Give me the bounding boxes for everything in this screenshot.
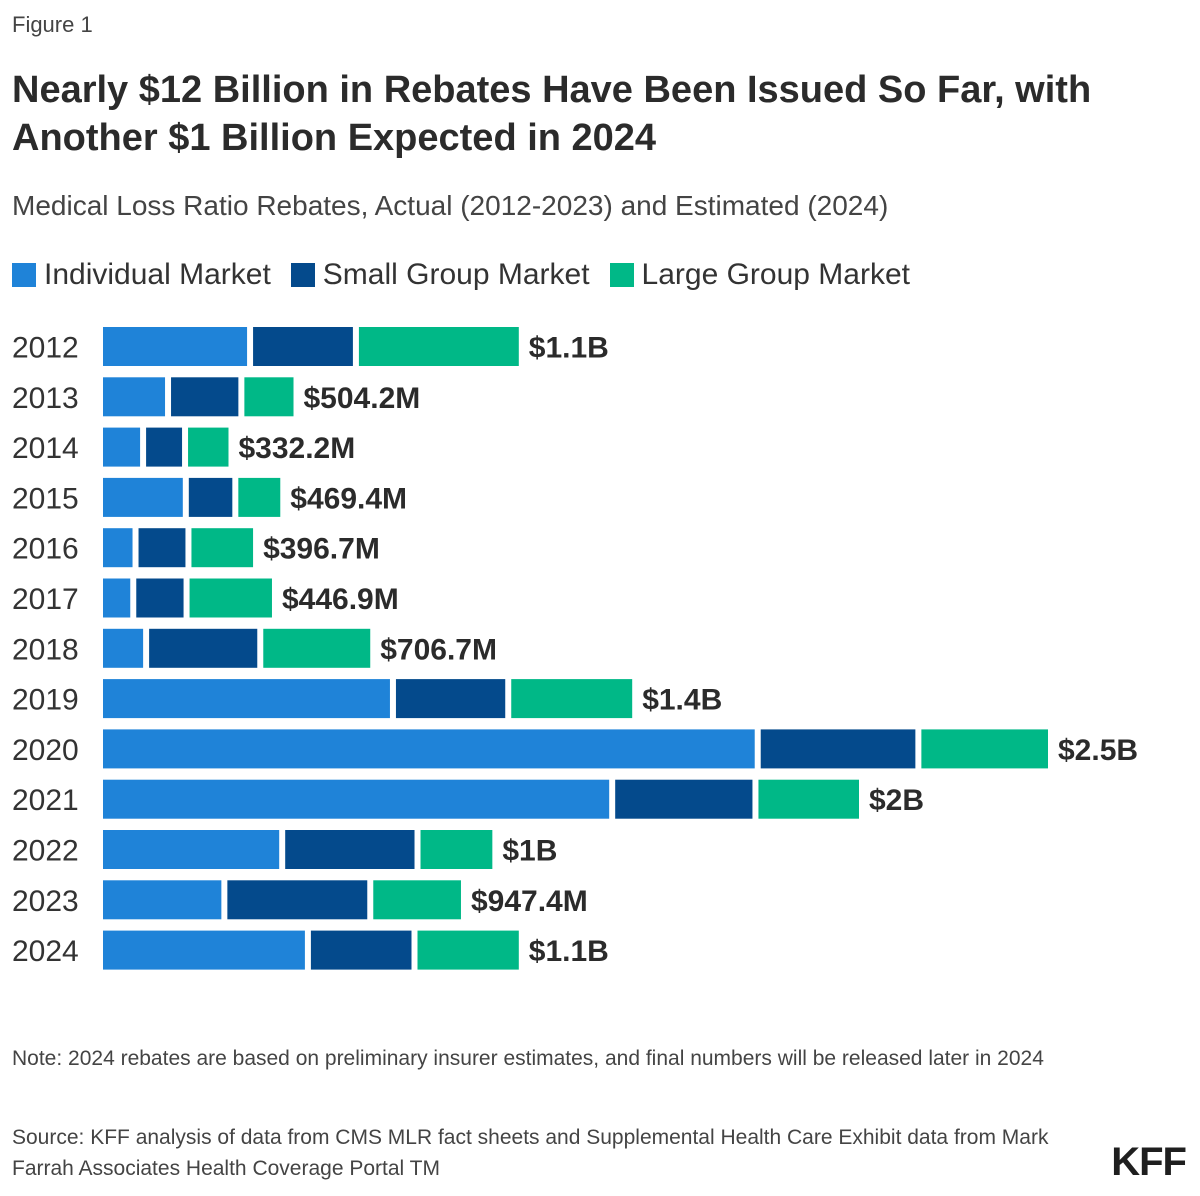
bar-2023-small-group-market [227,880,368,920]
legend-item-individual: Individual Market [12,258,271,292]
legend-label-large-group: Large Group Market [641,258,910,291]
total-label-2023: $947.4M [471,885,588,918]
bar-2015-individual-market [103,477,183,517]
bar-2022-large-group-market [420,830,493,869]
bar-2019-individual-market [103,679,390,719]
bar-2012-individual-market [103,327,248,366]
year-label-2018: 2018 [12,633,79,666]
total-label-2022: $1B [502,835,557,868]
bar-2013-individual-market [103,377,166,417]
year-label-2013: 2013 [12,382,79,415]
total-label-2013: $504.2M [304,382,421,415]
chart-source: Source: KFF analysis of data from CMS ML… [12,1126,1049,1180]
bar-2012-large-group-market [358,327,519,366]
bar-2018-large-group-market [263,628,371,668]
bar-2012-small-group-market [253,327,353,366]
year-label-2022: 2022 [12,835,79,868]
bar-2016-large-group-market [191,528,254,568]
year-label-2016: 2016 [12,533,79,566]
legend-label-small-group: Small Group Market [322,258,590,291]
year-label-2017: 2017 [12,583,79,616]
year-label-2012: 2012 [12,332,79,365]
bar-2019-small-group-market [395,679,506,719]
bar-2018-small-group-market [149,628,258,668]
legend-label-individual: Individual Market [44,258,271,291]
legend-item-small-group: Small Group Market [290,258,590,292]
bar-2023-large-group-market [373,880,461,920]
bar-2015-small-group-market [188,477,233,517]
bar-2020-large-group-market [921,729,1048,769]
legend: Individual Market Small Group Market Lar… [12,258,930,292]
bar-2020-individual-market [103,729,755,769]
bar-chart: 2012 $1.1B 2013 $504.2M 2014 $332.2M 2015 $469.… [12,327,1138,970]
bar-2016-small-group-market [138,528,186,568]
kff-logo: KFF [1111,1140,1187,1184]
bar-2023-individual-market [103,880,222,920]
bar-2015-large-group-market [238,477,281,517]
bar-2019-large-group-market [511,679,633,719]
year-label-2023: 2023 [12,885,79,918]
bar-2024-large-group-market [417,930,519,970]
year-label-2014: 2014 [12,432,79,465]
bar-2017-large-group-market [189,578,272,618]
bar-2013-large-group-market [244,377,294,417]
total-label-2019: $1.4B [642,684,722,717]
bar-2021-small-group-market [615,779,753,819]
total-label-2016: $396.7M [263,533,380,566]
bar-2021-individual-market [103,779,610,819]
bar-2014-small-group-market [146,427,183,467]
legend-swatch-individual [12,263,36,287]
total-label-2015: $469.4M [290,482,407,515]
year-label-2021: 2021 [12,784,79,817]
bar-2013-small-group-market [171,377,239,417]
bar-2022-individual-market [103,830,280,869]
legend-swatch-large-group [609,263,634,287]
bar-2018-individual-market [103,628,144,668]
chart-title: Nearly $12 Billion in Rebates Have Been … [12,69,1092,159]
bar-2024-individual-market [103,930,305,970]
bar-2017-small-group-market [136,578,184,618]
bar-2014-individual-market [103,427,141,467]
bar-2024-small-group-market [310,930,412,970]
bar-2020-small-group-market [760,729,916,769]
year-label-2024: 2024 [12,935,79,968]
figure-label: Figure 1 [12,12,93,37]
total-label-2018: $706.7M [380,633,497,666]
total-label-2020: $2.5B [1058,734,1138,767]
total-label-2012: $1.1B [529,332,609,365]
total-label-2021: $2B [869,784,924,817]
bar-2021-large-group-market [758,779,859,819]
total-label-2017: $446.9M [282,583,399,616]
legend-item-large-group: Large Group Market [609,258,910,292]
year-label-2020: 2020 [12,734,79,767]
total-label-2024: $1.1B [529,935,609,968]
chart-subtitle: Medical Loss Ratio Rebates, Actual (2012… [12,190,889,221]
bar-2022-small-group-market [285,830,415,869]
bar-2016-individual-market [103,528,133,568]
bar-2014-large-group-market [188,427,229,467]
total-label-2014: $332.2M [238,432,355,465]
chart-note: Note: 2024 rebates are based on prelimin… [12,1047,1044,1070]
year-label-2019: 2019 [12,684,79,717]
legend-swatch-small-group [290,263,315,287]
bar-2017-individual-market [103,578,131,618]
year-label-2015: 2015 [12,482,79,515]
